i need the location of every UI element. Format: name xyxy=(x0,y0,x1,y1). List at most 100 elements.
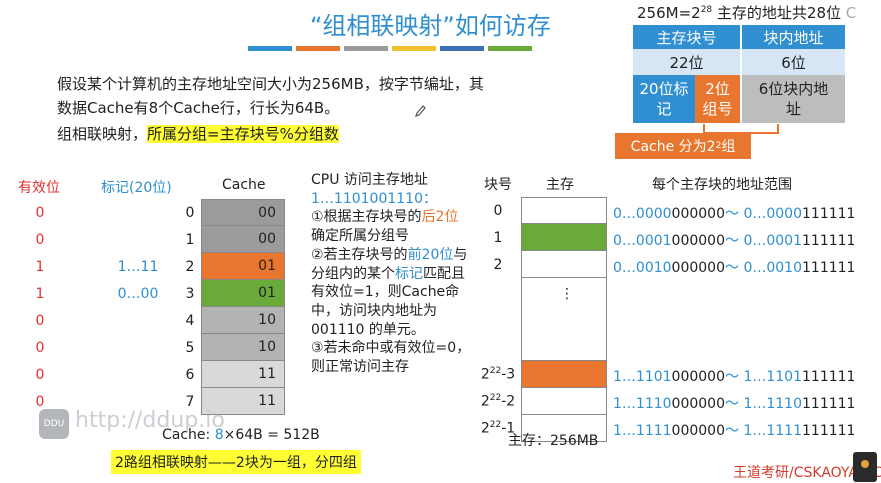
cache-header: Cache xyxy=(222,177,266,193)
memory-block-number: 222-1 xyxy=(478,420,518,437)
formula-suffix: 主存的地址共28位 xyxy=(712,4,841,22)
memory-block xyxy=(521,224,607,251)
range-part: 〜 0…0000 xyxy=(725,206,802,222)
header-block-offset: 块内地址 xyxy=(740,25,845,49)
step2-tag-word: 标记 xyxy=(395,265,423,282)
main-memory-header: 主存 xyxy=(546,177,574,193)
cache-formula-count: 8 xyxy=(214,427,224,443)
address-structure-table: 主存块号 块内地址 22位 6位 20位标记 2位组号 6位块内地址 xyxy=(633,25,845,123)
step-1: ①根据主存块号的后2位确定所属分组号 xyxy=(311,208,471,245)
cache-line-number: 6 xyxy=(185,367,195,383)
bits-block-number: 22位 xyxy=(633,49,741,75)
range-part: 〜 0…0001 xyxy=(725,233,802,249)
formula-prefix: 256M=2 xyxy=(637,4,701,22)
step1-highlight: 后2位 xyxy=(421,209,459,226)
tag-header: 标记(20位) xyxy=(101,180,172,196)
ghost-text: C xyxy=(845,4,857,22)
mapping-rule: 组相联映射，所属分组=主存块号%分组数 xyxy=(57,123,339,144)
memory-block xyxy=(521,388,607,415)
block-address-range: 1…1110000000〜 1…1110111111 xyxy=(613,393,881,413)
main-memory-size: 主存：256MB xyxy=(508,433,599,449)
bits-block-offset: 6位 xyxy=(740,49,845,75)
stripe-segment xyxy=(440,46,484,51)
block-address-range: 0…0010000000〜 0…0010111111 xyxy=(613,257,881,277)
cache-split-text: Cache 分为2 xyxy=(630,139,716,155)
cache-lines: 00 00 01 01 10 10 11 11 xyxy=(201,199,285,415)
memory-block xyxy=(521,361,607,388)
cache-line: 00 xyxy=(201,199,285,226)
range-part: 000000 xyxy=(671,396,725,412)
header-block-number: 主存块号 xyxy=(633,25,741,49)
range-part: 1…1111 xyxy=(613,423,672,439)
range-part: 111111 xyxy=(802,233,856,249)
block-number-part: 22 xyxy=(489,366,502,376)
cache-line-number: 7 xyxy=(185,394,195,410)
tag-value: 1…11 xyxy=(117,259,159,275)
range-part: 0…0000 xyxy=(613,206,672,222)
range-part: 0…0010 xyxy=(613,260,672,276)
tag-value: 0…00 xyxy=(117,286,159,302)
cache-line: 00 xyxy=(201,226,285,253)
block-number-part: 22 xyxy=(489,393,502,403)
step1-text: ①根据主存块号的 xyxy=(311,209,422,226)
range-part: 000000 xyxy=(671,369,725,385)
step2-text: ②若主存块号的 xyxy=(311,246,408,263)
step2-tail: 匹配且有效位=1，则Cache命中，访问块内地址为 001110 的单元。 xyxy=(311,265,465,338)
two-way-note: 2路组相联映射——2块为一组，分四组 xyxy=(111,450,361,474)
cache-line-number: 4 xyxy=(185,313,195,329)
ddu-logo-badge: DDU xyxy=(39,409,69,439)
rule-highlight: 所属分组=主存块号%分组数 xyxy=(147,125,339,143)
block-number-part: 22 xyxy=(489,420,502,430)
range-part: 000000 xyxy=(671,260,725,276)
main-memory-blocks: ⋮ xyxy=(521,197,607,442)
step-2: ②若主存块号的前20位与分组内的某个标记匹配且有效位=1，则Cache命中，访问… xyxy=(311,246,471,340)
valid-bit-header: 有效位 xyxy=(18,180,60,196)
block-number-header: 块号 xyxy=(484,177,512,193)
vertical-ellipsis: ⋮ xyxy=(560,286,574,302)
block-number-part: 2 xyxy=(480,420,490,437)
memory-block-number: 2 xyxy=(493,257,503,273)
block-address-range: 0…0000000000〜 0…0000111111 xyxy=(613,203,881,223)
cache-size-formula: Cache: 8×64B = 512B xyxy=(162,427,320,443)
stripe-segment xyxy=(392,46,436,51)
cache-formula-suffix: ×64B = 512B xyxy=(223,427,320,443)
cache-line: 01 xyxy=(201,280,285,307)
valid-bit: 0 xyxy=(35,367,45,383)
formula-exponent: 28 xyxy=(700,5,713,15)
cache-line-number: 2 xyxy=(185,259,195,275)
range-part: 111111 xyxy=(802,206,856,222)
cache-line: 01 xyxy=(201,253,285,280)
range-part: 1…1110 xyxy=(613,396,672,412)
split-group-cell: 2位组号 xyxy=(695,75,741,123)
block-address-range: 0…0001000000〜 0…0001111111 xyxy=(613,230,881,250)
block-number-part: -2 xyxy=(501,393,516,410)
valid-bit: 0 xyxy=(35,232,45,248)
cache-line: 10 xyxy=(201,307,285,334)
pencil-icon xyxy=(415,105,426,117)
cpu-address: 1…1101001110： xyxy=(311,190,437,207)
memory-block-number: 222-2 xyxy=(478,393,518,410)
memory-block xyxy=(521,415,607,442)
rule-prefix: 组相联映射， xyxy=(57,125,148,143)
step2-highlight: 前20位 xyxy=(407,246,454,263)
range-part: 111111 xyxy=(802,396,856,412)
memory-block-number: 222-3 xyxy=(478,366,518,383)
split-offset-cell: 6位块内地址 xyxy=(740,75,845,123)
stripe-segment xyxy=(248,46,292,51)
cpu-access-steps: CPU 访问主存地址 1…1101001110： ①根据主存块号的后2位确定所属… xyxy=(311,171,471,377)
memory-ellipsis-gap: ⋮ xyxy=(521,278,607,361)
range-part: 〜 1…1101 xyxy=(725,369,802,385)
stripe-segment xyxy=(488,46,532,51)
cache-split-suffix: 组 xyxy=(721,139,736,155)
stripe-segment xyxy=(344,46,388,51)
block-number-part: 2 xyxy=(480,366,490,383)
valid-bit: 1 xyxy=(35,286,45,302)
cache-split-tag: Cache 分为2 2 组 xyxy=(615,133,751,159)
memory-block-number: 0 xyxy=(493,203,503,219)
valid-bit: 0 xyxy=(35,205,45,221)
corner-app-icon xyxy=(853,452,877,482)
range-part: 1…1101 xyxy=(613,369,672,385)
cache-line-number: 0 xyxy=(185,205,195,221)
range-part: 111111 xyxy=(802,369,856,385)
stripe-segment xyxy=(296,46,340,51)
